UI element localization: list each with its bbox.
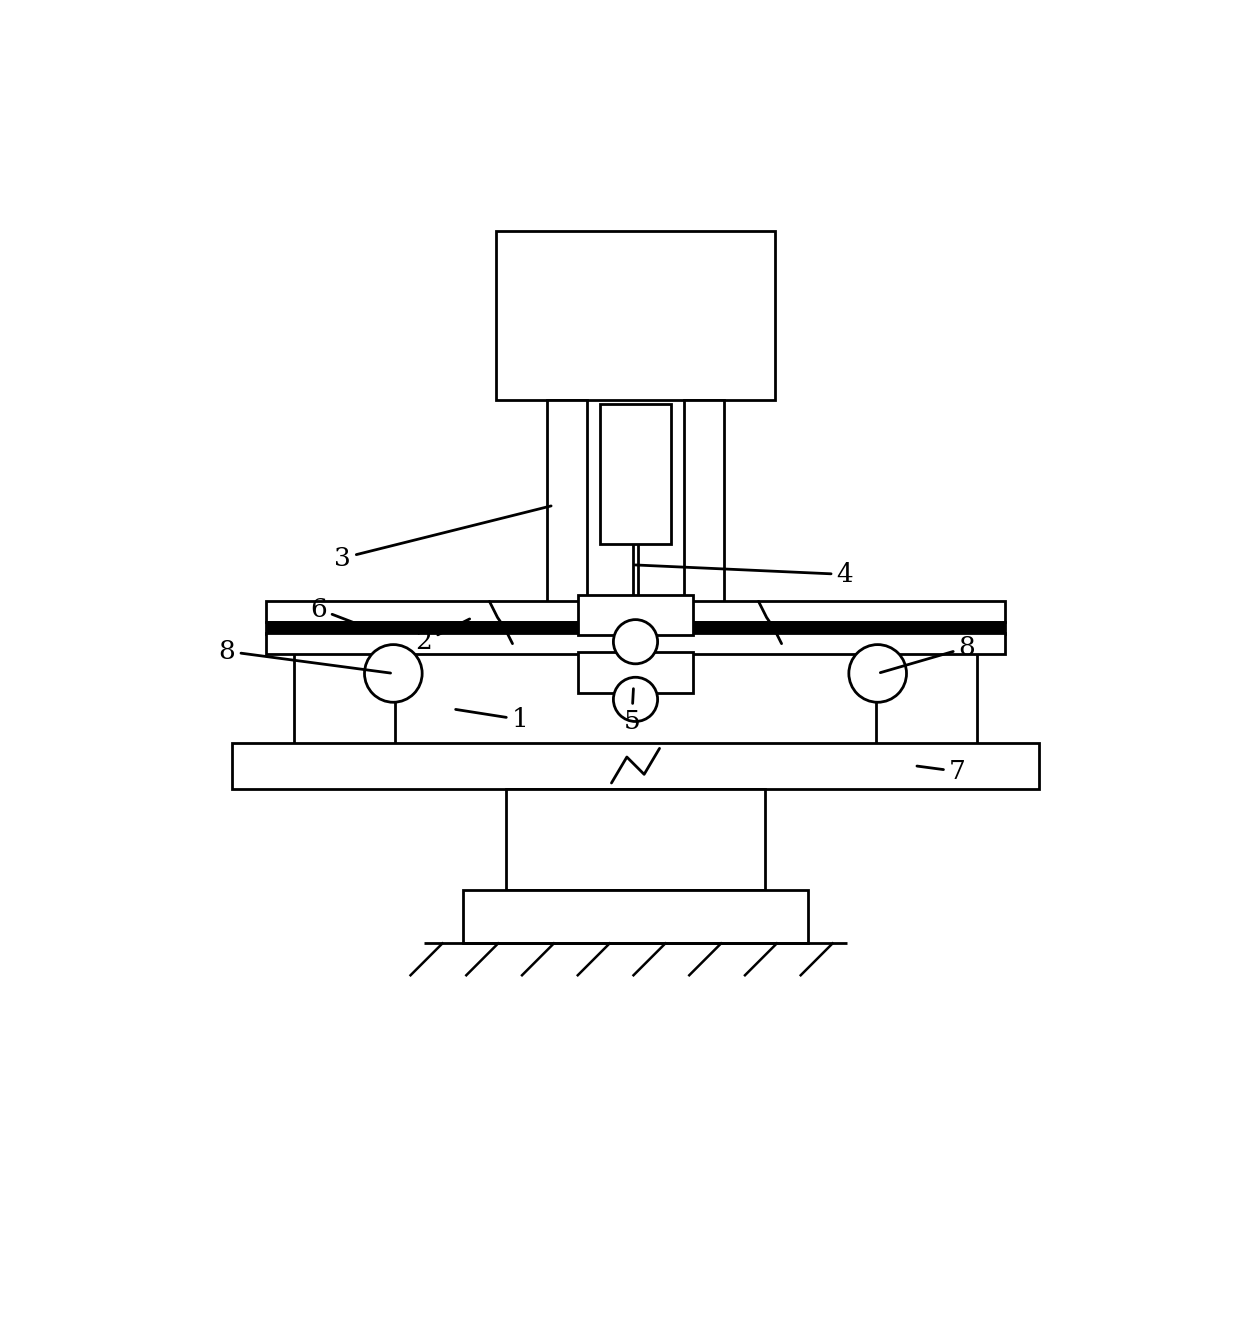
FancyBboxPatch shape (875, 651, 977, 745)
FancyBboxPatch shape (600, 404, 671, 544)
Text: 1: 1 (455, 707, 528, 732)
FancyBboxPatch shape (547, 400, 588, 606)
Text: 8: 8 (218, 638, 391, 673)
FancyBboxPatch shape (265, 622, 1006, 634)
Text: 4: 4 (635, 561, 853, 587)
FancyBboxPatch shape (578, 653, 693, 692)
FancyBboxPatch shape (496, 232, 775, 400)
Circle shape (614, 620, 657, 663)
FancyBboxPatch shape (578, 594, 693, 636)
FancyBboxPatch shape (506, 789, 765, 890)
FancyBboxPatch shape (463, 890, 808, 943)
Text: 7: 7 (916, 759, 966, 784)
Text: 3: 3 (334, 506, 551, 571)
Circle shape (614, 678, 657, 722)
Text: 8: 8 (880, 636, 976, 673)
Text: 2: 2 (415, 618, 470, 654)
FancyBboxPatch shape (265, 601, 1006, 622)
Circle shape (849, 645, 906, 702)
FancyBboxPatch shape (294, 651, 396, 745)
FancyBboxPatch shape (683, 400, 724, 606)
Text: 5: 5 (624, 688, 640, 733)
FancyBboxPatch shape (232, 743, 1039, 789)
FancyBboxPatch shape (265, 633, 1006, 654)
Text: 6: 6 (310, 597, 373, 630)
Circle shape (365, 645, 422, 702)
